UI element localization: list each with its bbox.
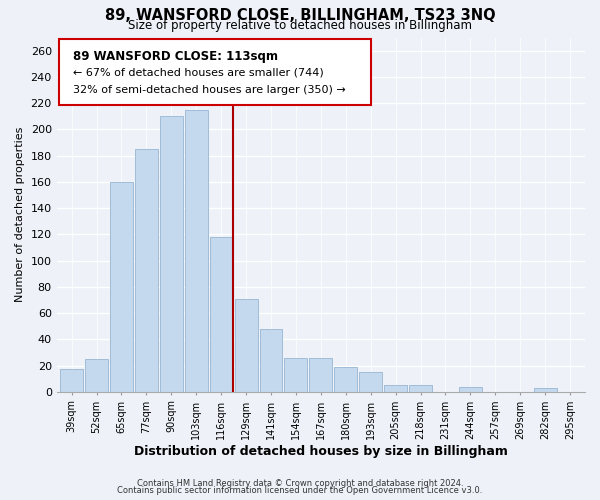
Text: Contains HM Land Registry data © Crown copyright and database right 2024.: Contains HM Land Registry data © Crown c… bbox=[137, 478, 463, 488]
Text: Contains public sector information licensed under the Open Government Licence v3: Contains public sector information licen… bbox=[118, 486, 482, 495]
Text: ← 67% of detached houses are smaller (744): ← 67% of detached houses are smaller (74… bbox=[73, 68, 323, 78]
Text: 89 WANSFORD CLOSE: 113sqm: 89 WANSFORD CLOSE: 113sqm bbox=[73, 50, 278, 63]
Bar bbox=[310, 358, 332, 392]
Bar bbox=[533, 388, 557, 392]
Bar bbox=[284, 358, 307, 392]
Bar bbox=[235, 298, 257, 392]
Y-axis label: Number of detached properties: Number of detached properties bbox=[15, 127, 25, 302]
Bar bbox=[209, 237, 233, 392]
Text: 32% of semi-detached houses are larger (350) →: 32% of semi-detached houses are larger (… bbox=[73, 86, 345, 96]
Bar bbox=[110, 182, 133, 392]
X-axis label: Distribution of detached houses by size in Billingham: Distribution of detached houses by size … bbox=[134, 444, 508, 458]
Bar bbox=[185, 110, 208, 392]
FancyBboxPatch shape bbox=[59, 40, 371, 105]
Bar bbox=[334, 367, 357, 392]
Text: Size of property relative to detached houses in Billingham: Size of property relative to detached ho… bbox=[128, 19, 472, 32]
Text: 89, WANSFORD CLOSE, BILLINGHAM, TS23 3NQ: 89, WANSFORD CLOSE, BILLINGHAM, TS23 3NQ bbox=[104, 8, 496, 22]
Bar bbox=[135, 149, 158, 392]
Bar bbox=[160, 116, 183, 392]
Bar bbox=[359, 372, 382, 392]
Bar bbox=[60, 370, 83, 392]
Bar bbox=[409, 385, 432, 392]
Bar bbox=[260, 329, 283, 392]
Bar bbox=[85, 359, 108, 392]
Bar bbox=[384, 385, 407, 392]
Bar bbox=[459, 386, 482, 392]
